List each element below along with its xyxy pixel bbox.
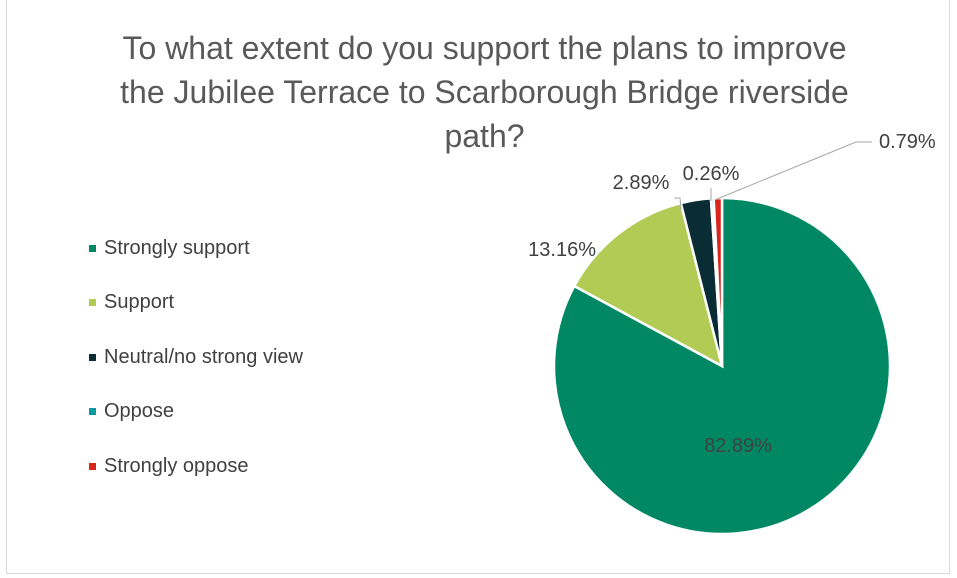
legend-item-oppose: Oppose <box>89 399 174 423</box>
data-labels: 82.89% 13.16% 2.89% 0.26% 0.79% <box>528 131 936 457</box>
data-label-oppose: 0.26% <box>683 163 740 185</box>
leader-line-strongly-oppose <box>716 141 872 200</box>
legend-swatch <box>89 407 96 415</box>
legend-swatch <box>89 298 96 306</box>
data-label-support: 13.16% <box>528 239 596 261</box>
pie-slices <box>552 196 892 536</box>
leader-line-neutral <box>674 197 682 211</box>
legend-swatch <box>89 244 96 252</box>
legend-label: Neutral/no strong view <box>104 345 303 368</box>
data-label-strongly-oppose: 0.79% <box>879 131 936 153</box>
data-label-neutral: 2.89% <box>613 172 670 194</box>
leader-lines <box>674 141 872 211</box>
pie-slice-support <box>572 201 724 369</box>
legend-swatch <box>89 353 96 361</box>
legend-item-neutral: Neutral/no strong view <box>89 345 303 369</box>
pie-slice-strongly-support <box>552 196 892 536</box>
legend-label: Strongly oppose <box>104 454 249 477</box>
legend-item-strongly-support: Strongly support <box>89 236 250 260</box>
legend-swatch <box>89 462 96 470</box>
legend-label: Oppose <box>104 399 175 422</box>
legend-item-strongly-oppose: Strongly oppose <box>89 454 249 478</box>
pie-slice-strongly-oppose <box>712 196 724 367</box>
legend-item-support: Support <box>89 290 174 314</box>
legend-label: Strongly support <box>104 236 250 259</box>
data-label-strongly-support: 82.89% <box>704 435 772 457</box>
legend-label: Support <box>104 290 175 313</box>
chart-title: To what extent do you support the plans … <box>120 30 849 154</box>
